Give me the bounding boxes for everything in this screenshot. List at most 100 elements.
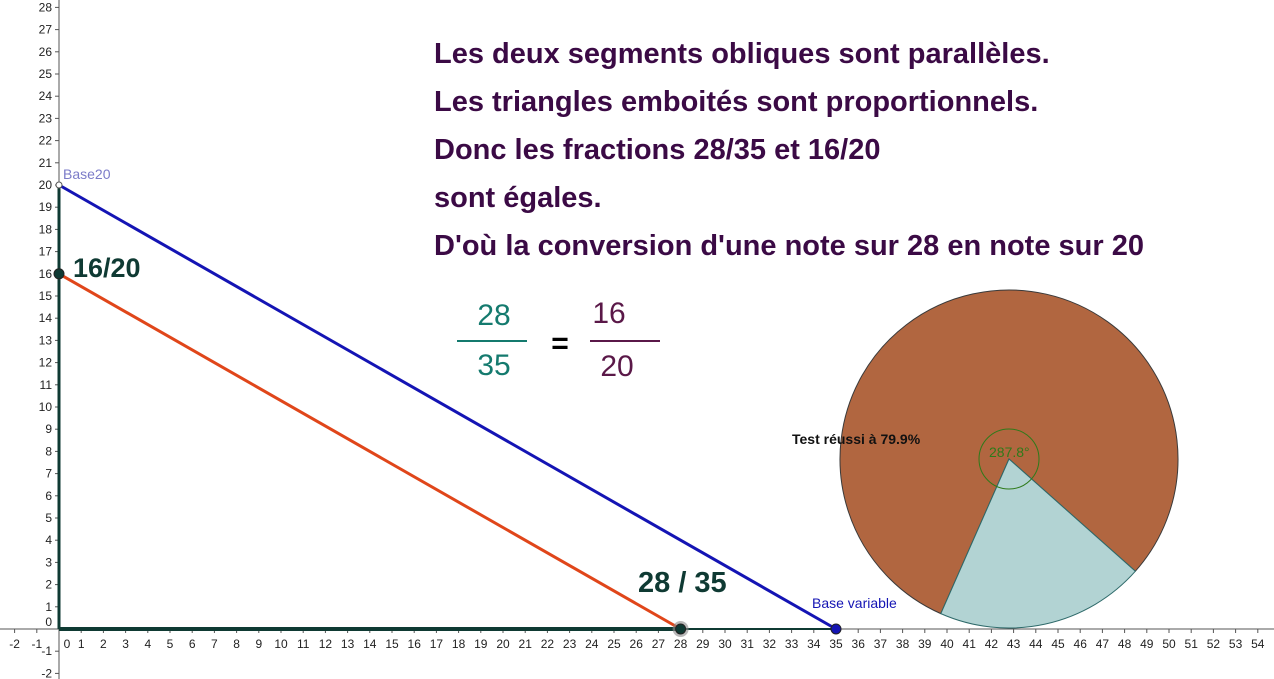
- x-tick-label: 50: [1162, 637, 1176, 651]
- x-tick-label: 4: [144, 637, 151, 651]
- x-tick-label: 48: [1118, 637, 1132, 651]
- x-tick-label: 5: [167, 637, 174, 651]
- y-tick-label: 3: [45, 555, 52, 569]
- x-tick-label: 35: [829, 637, 843, 651]
- pie-angle-marker: [978, 428, 1040, 490]
- fraction-equation: 28 35 = 16 20: [457, 297, 660, 383]
- equals-sign: =: [551, 327, 569, 360]
- text-line-4: sont égales.: [434, 182, 602, 214]
- x-tick-label: 47: [1096, 637, 1110, 651]
- x-tick-label: 34: [807, 637, 821, 651]
- y-tick-label: 0: [45, 615, 52, 629]
- y-tick-label: 5: [45, 511, 52, 525]
- y-tick-label: 4: [45, 533, 52, 547]
- x-tick-label: 42: [985, 637, 999, 651]
- x-tick-label: 40: [940, 637, 954, 651]
- x-tick-label: -1: [31, 637, 42, 651]
- label-16-20: 16/20: [73, 253, 141, 283]
- x-tick-label: 19: [474, 637, 488, 651]
- x-tick-label: 11: [297, 637, 310, 651]
- x-tick-label: 2: [100, 637, 107, 651]
- y-tick-label: -2: [41, 666, 52, 679]
- y-tick-label: 18: [39, 222, 53, 236]
- x-tick-label: 30: [718, 637, 732, 651]
- x-tick-label: 14: [363, 637, 377, 651]
- x-tick-label: 28: [674, 637, 688, 651]
- x-tick-label: 1: [78, 637, 85, 651]
- pie-slice-rest: [940, 458, 1137, 629]
- x-tick-label: 18: [452, 637, 466, 651]
- x-tick-label: 16: [408, 637, 422, 651]
- x-tick-label: 38: [896, 637, 910, 651]
- y-tick-label: 16: [39, 267, 53, 281]
- x-tick-label: 52: [1207, 637, 1221, 651]
- x-tick-label: 12: [319, 637, 333, 651]
- text-line-2: Les triangles emboités sont proportionne…: [434, 86, 1039, 118]
- x-tick-label: 21: [519, 637, 533, 651]
- x-tick-label: 39: [918, 637, 932, 651]
- x-tick-label: 7: [211, 637, 218, 651]
- y-tick-label: 24: [39, 89, 53, 103]
- point-base20[interactable]: [55, 181, 63, 189]
- y-tick-label: 9: [45, 422, 52, 436]
- x-tick-label: 37: [874, 637, 888, 651]
- y-tick-label: 10: [39, 400, 53, 414]
- x-tick-label: 49: [1140, 637, 1154, 651]
- x-tick-label: 43: [1007, 637, 1021, 651]
- left-numerator: 28: [477, 299, 510, 332]
- text-line-3: Donc les fractions 28/35 et 16/20: [434, 134, 881, 166]
- x-tick-label: 24: [585, 637, 599, 651]
- x-tick-label: 9: [255, 637, 262, 651]
- y-tick-label: 26: [39, 45, 53, 59]
- x-axis-ticks: -2 -1 0 1 2 3 4 5 6 7 8 9 10 11 12 13 14 15 16 17 18 19 20 21 22…: [9, 629, 1265, 651]
- pie-angle-label: 287.8°: [989, 444, 1030, 460]
- blue-segment: [58, 183, 837, 631]
- y-tick-label: 21: [39, 156, 53, 170]
- x-tick-label: 46: [1074, 637, 1088, 651]
- point-28[interactable]: [675, 623, 687, 635]
- y-tick-label: 6: [45, 489, 52, 503]
- x-tick-label: 31: [741, 637, 755, 651]
- right-numerator: 16: [592, 297, 625, 330]
- label-28-35: 28 / 35: [638, 567, 727, 599]
- text-line-5: D'où la conversion d'une note sur 28 en …: [434, 230, 1144, 262]
- y-tick-label: 13: [39, 333, 53, 347]
- y-axis-ticks: -2-1012345678910111213141516171819202122…: [39, 0, 59, 679]
- x-tick-label: 44: [1029, 637, 1043, 651]
- y-tick-label: 12: [39, 356, 53, 370]
- y-tick-label: 11: [40, 378, 53, 392]
- x-tick-label: 6: [189, 637, 196, 651]
- pie-slice-success: [839, 289, 1179, 615]
- x-tick-label: 27: [652, 637, 666, 651]
- point-base-variable[interactable]: [830, 623, 842, 635]
- x-tick-label: 25: [607, 637, 621, 651]
- label-base20: Base20: [63, 166, 111, 182]
- x-tick-label: 15: [385, 637, 399, 651]
- x-tick-label: 26: [630, 637, 644, 651]
- x-tick-label: 54: [1251, 637, 1265, 651]
- y-tick-label: 23: [39, 111, 53, 125]
- x-tick-label: 32: [763, 637, 777, 651]
- x-tick-label: 22: [541, 637, 555, 651]
- points: [53, 181, 842, 637]
- y-tick-label: 7: [45, 467, 52, 481]
- x-tick-label: 8: [233, 637, 240, 651]
- y-tick-label: 28: [39, 0, 53, 14]
- y-tick-label: 27: [39, 23, 53, 37]
- x-tick-label: 36: [852, 637, 866, 651]
- x-tick-label: 45: [1051, 637, 1065, 651]
- x-tick-label: 41: [963, 637, 977, 651]
- x-tick-label: 13: [341, 637, 355, 651]
- x-tick-label: 29: [696, 637, 710, 651]
- y-tick-label: 8: [45, 444, 52, 458]
- orange-segment: [58, 272, 682, 631]
- x-tick-label: 0: [64, 637, 71, 651]
- point-16[interactable]: [53, 268, 65, 280]
- x-tick-label: -2: [9, 637, 20, 651]
- x-tick-label: 17: [430, 637, 444, 651]
- text-line-1: Les deux segments obliques sont parallèl…: [434, 38, 1050, 70]
- pie-chart: 287.8° Test réussi à 79.9%: [792, 289, 1179, 629]
- right-denominator: 20: [600, 350, 633, 383]
- x-tick-label: 10: [274, 637, 288, 651]
